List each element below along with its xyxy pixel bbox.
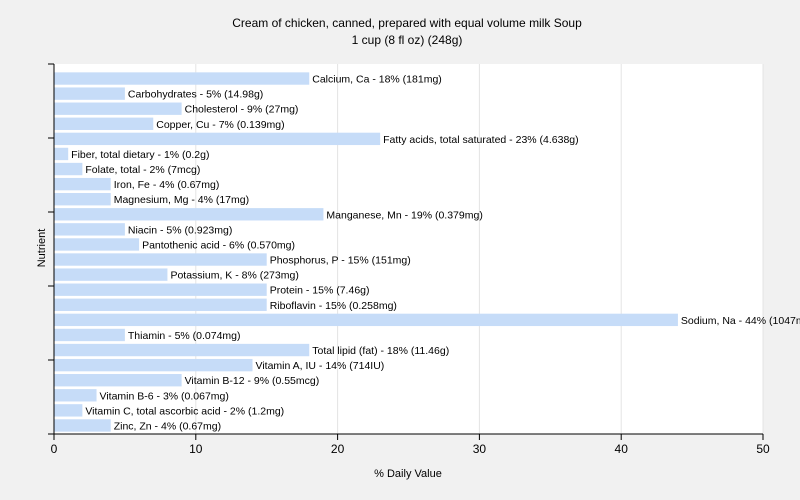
bar-label: Fatty acids, total saturated - 23% (4.63…: [383, 134, 579, 146]
bar-label: Carbohydrates - 5% (14.98g): [128, 89, 263, 101]
bar-label: Copper, Cu - 7% (0.139mg): [156, 119, 284, 131]
bar-label: Vitamin A, IU - 14% (714IU): [256, 360, 385, 372]
bar: [54, 72, 310, 85]
x-tick-label: 0: [51, 442, 58, 456]
bars: Calcium, Ca - 18% (181mg) Carbohydrates -…: [54, 72, 800, 432]
bar: [54, 298, 267, 311]
chart-subtitle: 1 cup (8 fl oz) (248g): [352, 33, 463, 47]
bar: [54, 177, 111, 191]
y-axis-title: Nutrient: [36, 229, 48, 268]
chart-title: Cream of chicken, canned, prepared with …: [232, 16, 582, 30]
x-tick-label: 30: [473, 442, 487, 456]
bar-label: Calcium, Ca - 18% (181mg): [312, 74, 442, 86]
bar-label: Cholesterol - 9% (27mg): [185, 104, 299, 116]
bar-label: Manganese, Mn - 19% (0.379mg): [326, 209, 482, 221]
bar: [54, 87, 125, 100]
x-tick-label: 20: [331, 442, 345, 456]
bar-label: Sodium, Na - 44% (1047mg): [681, 315, 800, 327]
bar: [54, 419, 111, 432]
bar-label: Potassium, K - 8% (273mg): [170, 270, 298, 282]
bar-label: Folate, total - 2% (7mcg): [85, 164, 200, 176]
gridlines: [195, 64, 764, 434]
bar-label: Total lipid (fat) - 18% (11.46g): [312, 345, 449, 357]
bar-label: Vitamin C, total ascorbic acid - 2% (1.2…: [85, 405, 284, 417]
bar: [54, 223, 125, 236]
bar: [54, 132, 381, 146]
bar-label: Magnesium, Mg - 4% (17mg): [114, 194, 249, 206]
bar-label: Thiamin - 5% (0.074mg): [128, 330, 241, 342]
bar-label: Riboflavin - 15% (0.258mg): [270, 300, 397, 312]
plot-area: [54, 64, 763, 434]
bar-label: Fiber, total dietary - 1% (0.2g): [71, 149, 209, 161]
bar: [54, 343, 310, 357]
bar: [54, 238, 140, 251]
x-tick-label: 40: [615, 442, 629, 456]
axes: [48, 63, 763, 435]
bar-label: Phosphorus, P - 15% (151mg): [270, 255, 411, 267]
bar: [54, 358, 253, 372]
x-ticks: 0 10 20 30 40 50: [51, 434, 770, 456]
bar: [54, 147, 69, 161]
bar: [54, 328, 125, 342]
x-tick-label: 10: [189, 442, 203, 456]
bar: [54, 404, 83, 417]
bar: [54, 268, 168, 281]
bar: [54, 162, 83, 176]
bar-label: Iron, Fe - 4% (0.67mg): [114, 179, 220, 191]
bar: [54, 313, 678, 327]
bar: [54, 208, 324, 221]
bar-label: Pantothenic acid - 6% (0.570mg): [142, 239, 295, 251]
bar: [54, 389, 97, 402]
bar-label: Protein - 15% (7.46g): [270, 285, 370, 297]
bar: [54, 102, 182, 115]
bar: [54, 253, 267, 266]
bar-label: Niacin - 5% (0.923mg): [128, 224, 232, 236]
bar: [54, 283, 267, 296]
bar-label: Vitamin B-6 - 3% (0.067mg): [100, 390, 229, 402]
bar: [54, 374, 182, 387]
bar-label: Zinc, Zn - 4% (0.67mg): [114, 420, 221, 432]
bar-label: Vitamin B-12 - 9% (0.55mcg): [185, 375, 320, 387]
bar: [54, 117, 154, 130]
x-axis-title: % Daily Value: [374, 468, 442, 480]
bar: [54, 193, 111, 206]
x-tick-label: 50: [756, 442, 770, 456]
